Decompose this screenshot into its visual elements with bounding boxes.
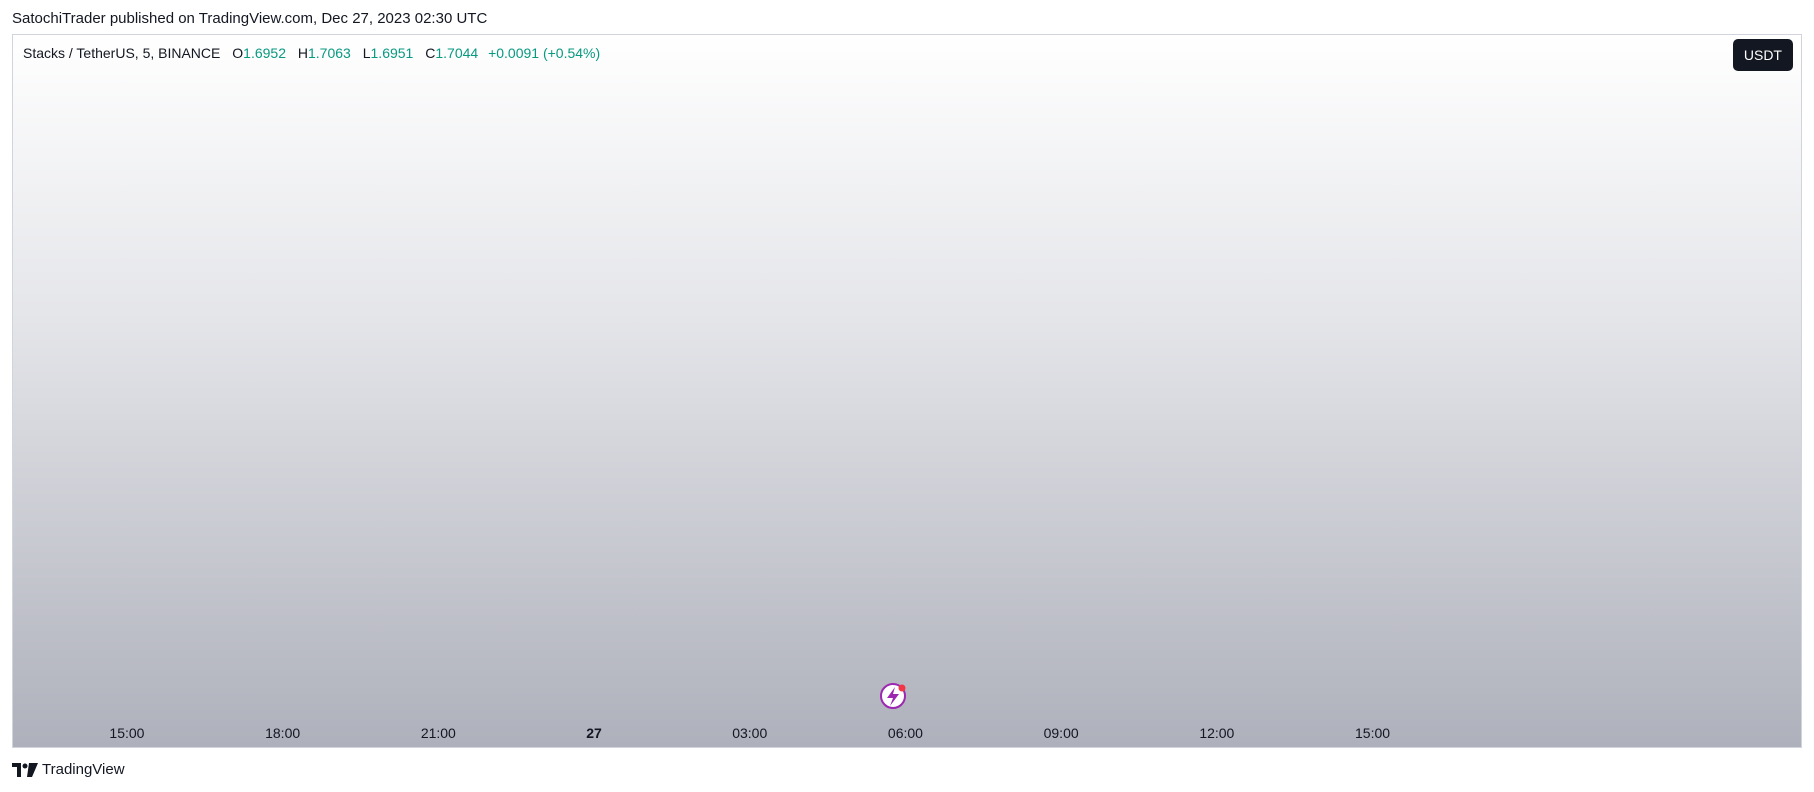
legend-low-label: L: [362, 45, 371, 61]
tradingview-logo-icon: [12, 762, 38, 777]
legend-open-value: 1.6952: [243, 45, 286, 61]
legend-low-value: 1.6951: [370, 45, 414, 61]
footer-brand-text: TradingView: [42, 761, 125, 778]
x-tick-label: 15:00: [1355, 725, 1390, 741]
legend-change: +0.0091 (+0.54%): [488, 45, 601, 61]
legend-high-label: H: [297, 45, 308, 61]
legend-symbol[interactable]: Stacks / TetherUS, 5, BINANCE: [23, 45, 221, 61]
symbol-legend: Stacks / TetherUS, 5, BINANCE O1.6952 H1…: [23, 45, 600, 61]
x-tick-label: 12:00: [1199, 725, 1234, 741]
legend-close-label: C: [425, 45, 436, 61]
footer-brand[interactable]: TradingView: [12, 761, 125, 778]
legend-close-value: 1.7044: [435, 45, 479, 61]
x-tick-label: 09:00: [1044, 725, 1079, 741]
candlestick-chart[interactable]: 2.10002.00001.90001.80001.70001.60001.50…: [13, 35, 1801, 747]
x-tick-label: 03:00: [732, 725, 767, 741]
currency-button[interactable]: USDT: [1732, 39, 1793, 71]
lightning-icon: [887, 687, 899, 706]
chart-pane[interactable]: 2.10002.00001.90001.80001.70001.60001.50…: [12, 34, 1802, 748]
legend-open-label: O: [232, 45, 244, 61]
x-tick-label: 18:00: [265, 725, 300, 741]
notification-dot-icon: [898, 684, 906, 692]
x-tick-label: 06:00: [888, 725, 923, 741]
publish-caption: SatochiTrader published on TradingView.c…: [12, 10, 488, 27]
legend-high-value: 1.7063: [308, 45, 351, 61]
x-tick-label: 27: [586, 725, 602, 741]
x-tick-label: 15:00: [109, 725, 144, 741]
x-tick-label: 21:00: [421, 725, 456, 741]
